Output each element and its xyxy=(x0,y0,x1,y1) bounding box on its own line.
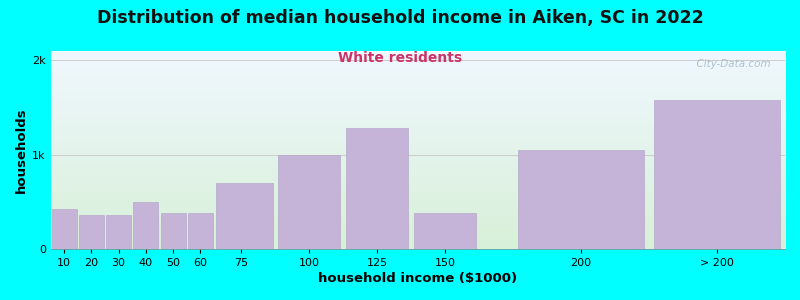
Bar xyxy=(518,150,643,249)
X-axis label: household income ($1000): household income ($1000) xyxy=(318,272,518,285)
Bar xyxy=(216,183,273,249)
Text: White residents: White residents xyxy=(338,51,462,65)
Bar xyxy=(346,128,408,249)
Y-axis label: households: households xyxy=(15,107,28,193)
Bar xyxy=(654,100,779,249)
Bar xyxy=(188,212,213,249)
Bar xyxy=(52,209,77,249)
Bar xyxy=(79,215,104,249)
Bar xyxy=(134,202,158,249)
Bar xyxy=(278,154,340,249)
Bar xyxy=(161,212,186,249)
Text: City-Data.com: City-Data.com xyxy=(690,59,770,69)
Bar xyxy=(106,215,131,249)
Bar xyxy=(414,214,476,249)
Text: Distribution of median household income in Aiken, SC in 2022: Distribution of median household income … xyxy=(97,9,703,27)
